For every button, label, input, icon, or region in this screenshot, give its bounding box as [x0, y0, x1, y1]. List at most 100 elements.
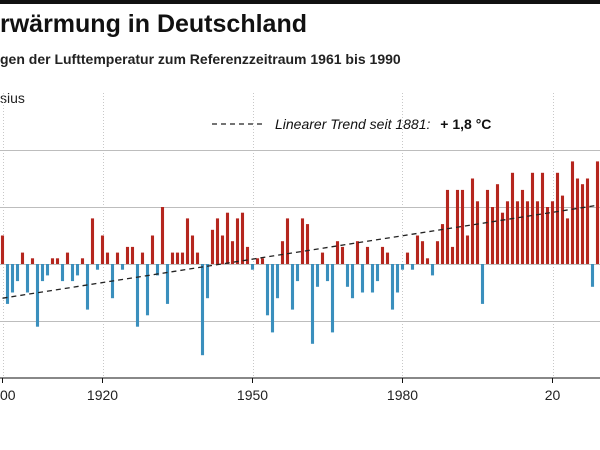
- anomaly-bar: [260, 258, 265, 264]
- anomaly-bar: [220, 235, 225, 264]
- anomaly-bar: [370, 264, 375, 293]
- anomaly-bar: [565, 218, 570, 264]
- anomaly-bar: [560, 195, 565, 264]
- anomaly-bar: [255, 258, 260, 264]
- anomaly-bar: [10, 264, 15, 293]
- anomaly-bar: [180, 252, 185, 264]
- anomaly-bar: [495, 184, 500, 264]
- anomaly-bar: [315, 264, 320, 287]
- anomaly-bar: [170, 252, 175, 264]
- x-tick-label: 00: [0, 387, 16, 403]
- anomaly-bar: [160, 207, 165, 264]
- anomaly-bar: [355, 241, 360, 264]
- anomaly-bar: [20, 252, 25, 264]
- anomaly-bar: [225, 212, 230, 264]
- anomaly-bar: [270, 264, 275, 333]
- page-title: rwärmung in Deutschland: [0, 10, 307, 38]
- anomaly-bar: [595, 161, 600, 264]
- anomaly-bar: [25, 264, 30, 293]
- chart-subtitle: gen der Lufttemperatur zum Referenzzeitr…: [0, 51, 401, 67]
- anomaly-bar: [575, 178, 580, 264]
- anomaly-bar: [30, 258, 35, 264]
- anomaly-bar: [475, 201, 480, 264]
- anomaly-bar: [35, 264, 40, 327]
- anomaly-bar: [395, 264, 400, 293]
- anomaly-bar: [535, 201, 540, 264]
- anomaly-bar: [15, 264, 20, 282]
- anomaly-bar: [415, 235, 420, 264]
- anomaly-bar: [235, 218, 240, 264]
- x-tick-label: 20: [545, 387, 561, 403]
- anomaly-bar: [330, 264, 335, 333]
- anomaly-bar: [305, 224, 310, 264]
- anomaly-bar: [450, 246, 455, 264]
- anomaly-bar: [525, 201, 530, 264]
- anomaly-bar: [80, 258, 85, 264]
- anomaly-bar: [580, 184, 585, 264]
- anomaly-bar: [430, 264, 435, 276]
- anomaly-bar: [295, 264, 300, 282]
- anomaly-bar: [240, 212, 245, 264]
- anomaly-bar: [310, 264, 315, 344]
- anomaly-bar: [350, 264, 355, 299]
- anomaly-bar: [185, 218, 190, 264]
- anomaly-bar: [410, 264, 415, 270]
- anomaly-bar: [545, 207, 550, 264]
- anomaly-bar: [420, 241, 425, 264]
- anomaly-bar: [200, 264, 205, 356]
- horizontal-gridlines: [0, 150, 600, 322]
- x-tick-label: 1950: [237, 387, 268, 403]
- anomaly-bar: [85, 264, 90, 310]
- anomaly-bar: [520, 189, 525, 264]
- anomaly-bar: [380, 246, 385, 264]
- legend-trend-text: Linearer Trend seit 1881: + 1,8 °C: [275, 116, 491, 132]
- anomaly-bar: [505, 201, 510, 264]
- trend-line: [2, 204, 598, 299]
- anomaly-bar: [340, 246, 345, 264]
- anomaly-bar: [300, 218, 305, 264]
- anomaly-bar: [280, 241, 285, 264]
- anomaly-bar: [195, 252, 200, 264]
- anomaly-bar: [230, 241, 235, 264]
- anomaly-bar: [360, 264, 365, 293]
- anomaly-bar: [515, 201, 520, 264]
- anomaly-bar: [40, 264, 45, 282]
- anomaly-bar: [0, 235, 5, 264]
- anomaly-bar: [145, 264, 150, 316]
- anomaly-bar: [585, 178, 590, 264]
- anomaly-bar: [155, 264, 160, 276]
- unit-label: sius: [0, 90, 25, 106]
- anomaly-bar: [140, 252, 145, 264]
- anomaly-bar: [530, 172, 535, 264]
- anomaly-bar: [335, 241, 340, 264]
- anomaly-bar: [540, 172, 545, 264]
- anomaly-bar: [465, 235, 470, 264]
- anomaly-bar: [590, 264, 595, 287]
- anomaly-bar: [60, 264, 65, 282]
- x-tick-label: 1920: [87, 387, 118, 403]
- anomaly-bar: [480, 264, 485, 304]
- vertical-gridlines: [3, 93, 554, 378]
- anomaly-bar: [75, 264, 80, 276]
- anomaly-bar: [390, 264, 395, 310]
- anomaly-bar: [265, 264, 270, 316]
- anomaly-bar: [5, 264, 10, 304]
- anomaly-bar: [290, 264, 295, 310]
- anomaly-bar: [115, 252, 120, 264]
- anomaly-bar: [285, 218, 290, 264]
- legend: Linearer Trend seit 1881: + 1,8 °C: [212, 116, 491, 132]
- anomaly-bar: [440, 224, 445, 264]
- anomaly-bar: [150, 235, 155, 264]
- anomaly-bar: [500, 212, 505, 264]
- anomaly-bar: [215, 218, 220, 264]
- top-rule: [0, 0, 600, 4]
- anomaly-bar: [245, 246, 250, 264]
- anomaly-bar: [90, 218, 95, 264]
- anomaly-bar: [555, 172, 560, 264]
- anomaly-bar: [570, 161, 575, 264]
- anomaly-bar: [95, 264, 100, 270]
- anomaly-bar: [400, 264, 405, 270]
- x-tick-label: 1980: [387, 387, 418, 403]
- anomaly-bar: [435, 241, 440, 264]
